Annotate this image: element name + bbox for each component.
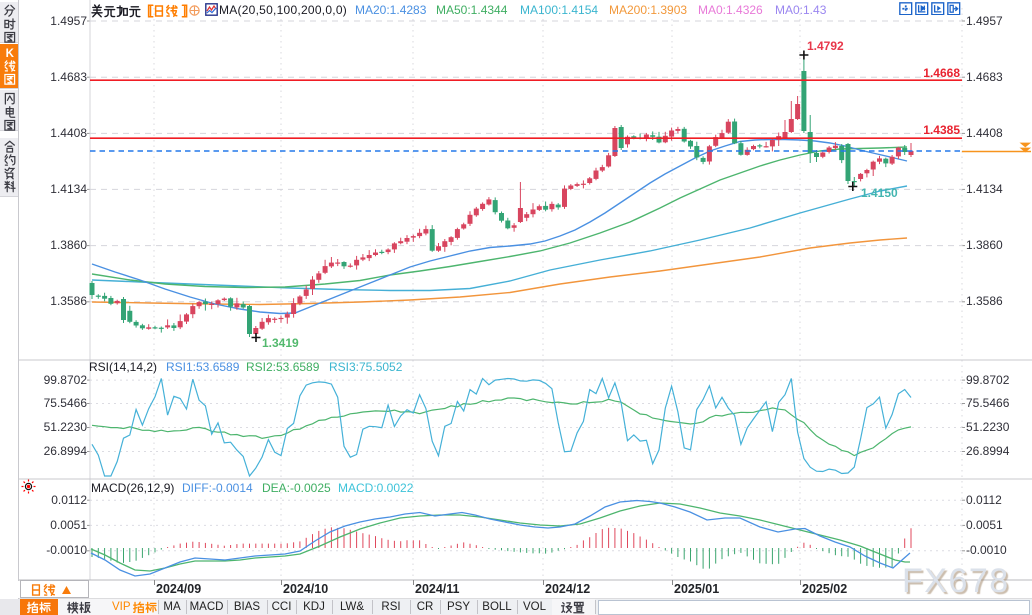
svg-text:K: K — [5, 48, 14, 60]
